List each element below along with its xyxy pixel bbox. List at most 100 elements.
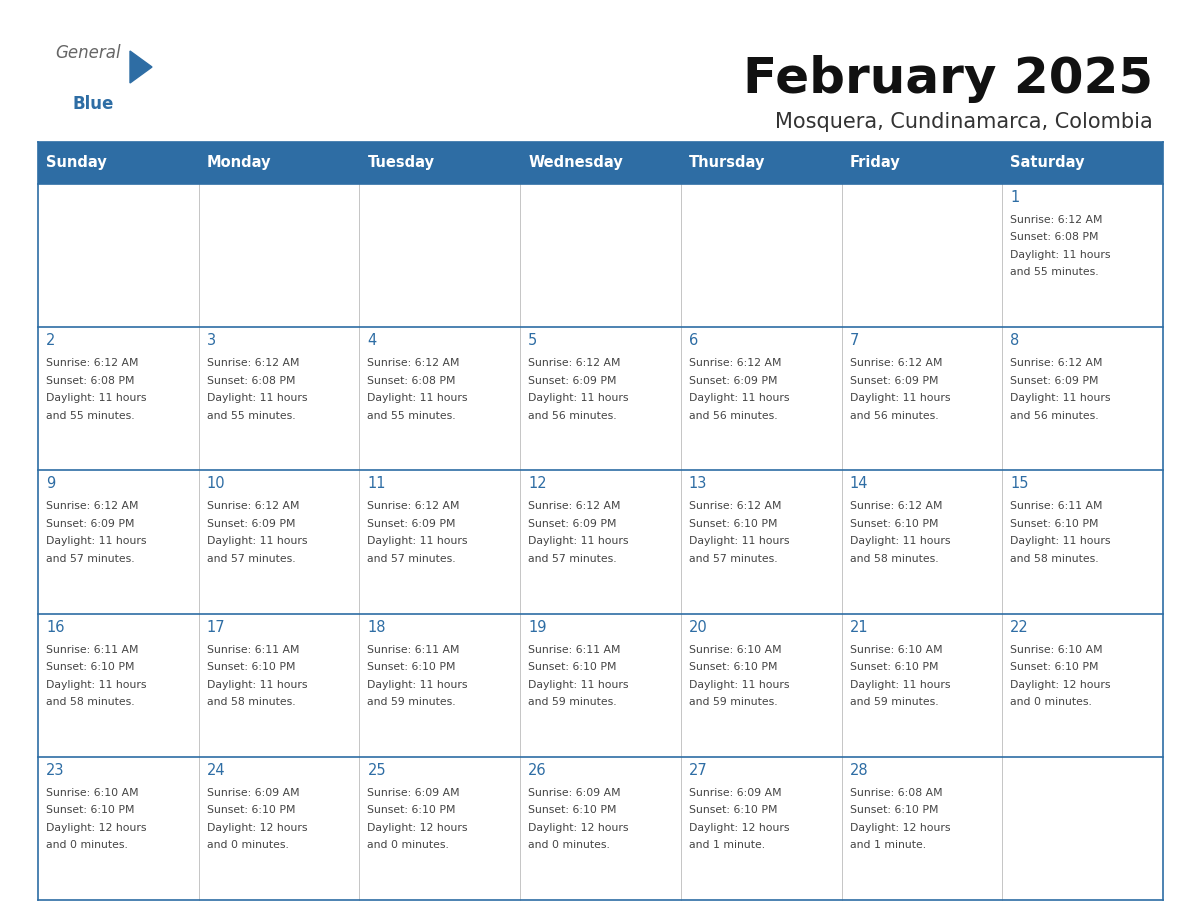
Text: and 56 minutes.: and 56 minutes. — [1010, 410, 1099, 420]
Text: Monday: Monday — [207, 155, 271, 171]
Text: Daylight: 12 hours: Daylight: 12 hours — [529, 823, 628, 833]
Text: Wednesday: Wednesday — [529, 155, 623, 171]
Text: Sunset: 6:09 PM: Sunset: 6:09 PM — [529, 519, 617, 529]
Bar — [1003, 142, 1163, 184]
Bar — [38, 613, 198, 756]
Bar — [198, 327, 360, 470]
Text: Sunset: 6:09 PM: Sunset: 6:09 PM — [46, 519, 134, 529]
Text: 27: 27 — [689, 763, 708, 778]
Text: Daylight: 11 hours: Daylight: 11 hours — [207, 536, 308, 546]
Text: Sunrise: 6:10 AM: Sunrise: 6:10 AM — [689, 644, 782, 655]
Text: Sunset: 6:10 PM: Sunset: 6:10 PM — [529, 662, 617, 672]
Text: Sunset: 6:09 PM: Sunset: 6:09 PM — [1010, 375, 1099, 386]
Text: Sunset: 6:09 PM: Sunset: 6:09 PM — [849, 375, 939, 386]
Text: Sunrise: 6:12 AM: Sunrise: 6:12 AM — [367, 358, 460, 368]
Text: Sunset: 6:10 PM: Sunset: 6:10 PM — [207, 662, 296, 672]
Text: Sunset: 6:10 PM: Sunset: 6:10 PM — [207, 805, 296, 815]
Text: Sunrise: 6:12 AM: Sunrise: 6:12 AM — [529, 501, 620, 511]
Bar — [38, 142, 198, 184]
Bar — [38, 184, 198, 327]
Text: Daylight: 11 hours: Daylight: 11 hours — [689, 536, 789, 546]
Bar — [841, 327, 1003, 470]
Text: Mosquera, Cundinamarca, Colombia: Mosquera, Cundinamarca, Colombia — [776, 112, 1154, 132]
Text: 22: 22 — [1010, 620, 1029, 634]
Text: Sunset: 6:10 PM: Sunset: 6:10 PM — [849, 805, 939, 815]
Text: and 0 minutes.: and 0 minutes. — [46, 840, 128, 850]
Text: Saturday: Saturday — [1010, 155, 1085, 171]
Text: Sunrise: 6:12 AM: Sunrise: 6:12 AM — [849, 358, 942, 368]
Text: Sunrise: 6:09 AM: Sunrise: 6:09 AM — [207, 788, 299, 798]
Text: and 58 minutes.: and 58 minutes. — [207, 697, 296, 707]
Text: and 57 minutes.: and 57 minutes. — [367, 554, 456, 564]
Text: and 1 minute.: and 1 minute. — [849, 840, 925, 850]
Text: Sunrise: 6:08 AM: Sunrise: 6:08 AM — [849, 788, 942, 798]
Text: and 56 minutes.: and 56 minutes. — [689, 410, 777, 420]
Text: Daylight: 12 hours: Daylight: 12 hours — [849, 823, 950, 833]
Text: Sunset: 6:10 PM: Sunset: 6:10 PM — [1010, 519, 1099, 529]
Text: Sunset: 6:10 PM: Sunset: 6:10 PM — [1010, 662, 1099, 672]
Text: and 58 minutes.: and 58 minutes. — [1010, 554, 1099, 564]
Text: Daylight: 12 hours: Daylight: 12 hours — [367, 823, 468, 833]
Bar — [198, 613, 360, 756]
Text: 13: 13 — [689, 476, 707, 491]
Bar — [360, 470, 520, 613]
Text: 10: 10 — [207, 476, 226, 491]
Text: 11: 11 — [367, 476, 386, 491]
Bar — [198, 470, 360, 613]
Polygon shape — [129, 51, 152, 83]
Text: and 58 minutes.: and 58 minutes. — [46, 697, 134, 707]
Bar — [360, 327, 520, 470]
Text: Sunset: 6:09 PM: Sunset: 6:09 PM — [689, 375, 777, 386]
Text: Sunrise: 6:12 AM: Sunrise: 6:12 AM — [689, 358, 782, 368]
Text: Sunrise: 6:12 AM: Sunrise: 6:12 AM — [849, 501, 942, 511]
Text: Sunrise: 6:09 AM: Sunrise: 6:09 AM — [529, 788, 621, 798]
Text: 16: 16 — [46, 620, 64, 634]
Text: 6: 6 — [689, 333, 699, 348]
Text: 26: 26 — [529, 763, 546, 778]
Text: Sunset: 6:10 PM: Sunset: 6:10 PM — [46, 662, 134, 672]
Text: Daylight: 11 hours: Daylight: 11 hours — [849, 536, 950, 546]
Text: Daylight: 11 hours: Daylight: 11 hours — [367, 393, 468, 403]
Text: Sunset: 6:10 PM: Sunset: 6:10 PM — [529, 805, 617, 815]
Bar — [841, 470, 1003, 613]
Text: and 56 minutes.: and 56 minutes. — [529, 410, 617, 420]
Bar — [38, 470, 198, 613]
Text: Sunset: 6:08 PM: Sunset: 6:08 PM — [207, 375, 296, 386]
Text: 1: 1 — [1010, 190, 1019, 205]
Text: and 55 minutes.: and 55 minutes. — [46, 410, 134, 420]
Text: Daylight: 11 hours: Daylight: 11 hours — [46, 536, 146, 546]
Text: 5: 5 — [529, 333, 537, 348]
Bar — [198, 142, 360, 184]
Text: Friday: Friday — [849, 155, 901, 171]
Bar — [360, 184, 520, 327]
Text: Sunset: 6:09 PM: Sunset: 6:09 PM — [367, 519, 456, 529]
Bar — [1003, 184, 1163, 327]
Text: Daylight: 11 hours: Daylight: 11 hours — [849, 393, 950, 403]
Text: and 59 minutes.: and 59 minutes. — [529, 697, 617, 707]
Text: and 57 minutes.: and 57 minutes. — [46, 554, 134, 564]
Text: 24: 24 — [207, 763, 226, 778]
Text: Sunset: 6:10 PM: Sunset: 6:10 PM — [367, 805, 456, 815]
Text: and 0 minutes.: and 0 minutes. — [207, 840, 289, 850]
Bar — [1003, 613, 1163, 756]
Text: Sunset: 6:08 PM: Sunset: 6:08 PM — [46, 375, 134, 386]
Text: Daylight: 12 hours: Daylight: 12 hours — [689, 823, 789, 833]
Text: and 0 minutes.: and 0 minutes. — [529, 840, 611, 850]
Bar — [681, 142, 841, 184]
Text: Thursday: Thursday — [689, 155, 765, 171]
Text: 15: 15 — [1010, 476, 1029, 491]
Text: 9: 9 — [46, 476, 56, 491]
Text: 2: 2 — [46, 333, 56, 348]
Text: Daylight: 11 hours: Daylight: 11 hours — [207, 393, 308, 403]
Text: Sunday: Sunday — [46, 155, 107, 171]
Text: Sunrise: 6:12 AM: Sunrise: 6:12 AM — [529, 358, 620, 368]
Text: General: General — [55, 44, 121, 62]
Bar — [1003, 756, 1163, 900]
Text: Sunset: 6:10 PM: Sunset: 6:10 PM — [367, 662, 456, 672]
Text: Sunrise: 6:12 AM: Sunrise: 6:12 AM — [1010, 358, 1102, 368]
Text: Daylight: 11 hours: Daylight: 11 hours — [689, 393, 789, 403]
Text: Sunrise: 6:11 AM: Sunrise: 6:11 AM — [367, 644, 460, 655]
Text: and 59 minutes.: and 59 minutes. — [367, 697, 456, 707]
Bar — [681, 470, 841, 613]
Text: Daylight: 11 hours: Daylight: 11 hours — [529, 679, 628, 689]
